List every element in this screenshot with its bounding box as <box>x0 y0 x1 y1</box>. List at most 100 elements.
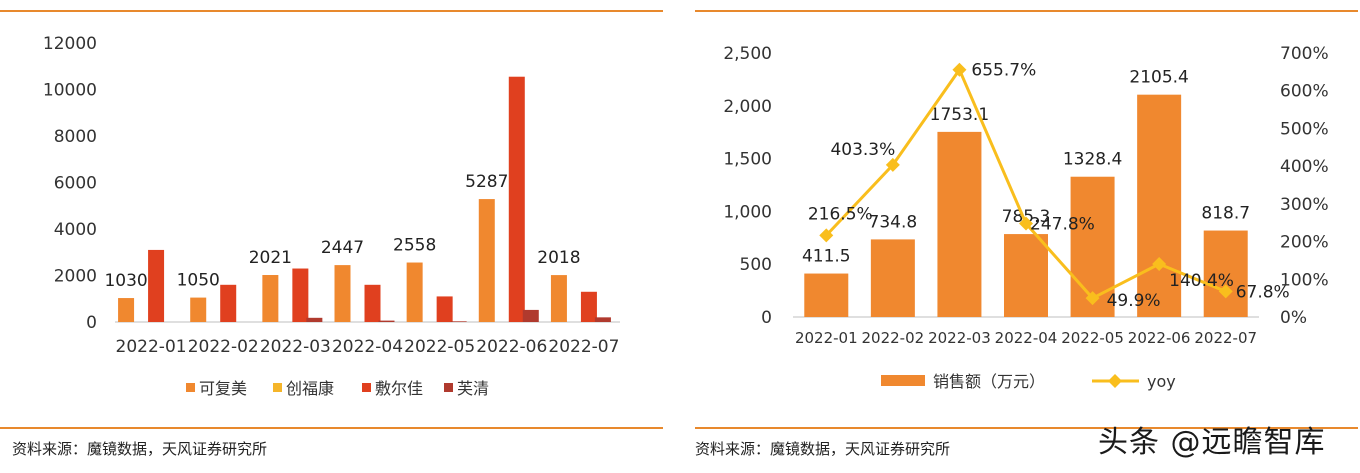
y-tick-label: 1,500 <box>723 150 772 170</box>
yoy-marker <box>952 62 967 77</box>
yoy-marker <box>819 228 834 243</box>
source-note: 资料来源：魔镜数据，天风证券研究所 <box>695 440 951 458</box>
y2-tick-label: 0% <box>1280 308 1307 328</box>
bar <box>364 284 381 322</box>
bar-data-label: 2105.4 <box>1129 68 1188 88</box>
yoy-marker <box>1218 284 1233 299</box>
bar <box>306 317 323 322</box>
y-tick-label: 500 <box>740 255 772 275</box>
legend-label: 可复美 <box>199 379 247 398</box>
x-tick-label: 2022-04 <box>995 329 1058 347</box>
yoy-data-label: 655.7% <box>971 61 1036 81</box>
x-tick-label: 2022-02 <box>188 337 259 357</box>
bottom-rule <box>695 427 1358 429</box>
y-tick-label: 10000 <box>43 81 97 101</box>
y-tick-label: 0 <box>761 308 772 328</box>
y-tick-label: 12000 <box>43 34 97 54</box>
left-chart-panel: 0 2000 4000 6000 8000 10000 12000 1030 1050 2021 2… <box>0 0 665 473</box>
watermark: 头条 @远瞻智库 <box>1098 425 1326 460</box>
legend-marker <box>1108 374 1122 388</box>
legend-swatch <box>444 383 453 392</box>
bar-data-label: 818.7 <box>1201 204 1250 224</box>
x-tick-label: 2022-06 <box>1128 329 1191 347</box>
brand-sales-bar-chart: 0 2000 4000 6000 8000 10000 12000 1030 1050 2021 2… <box>43 34 620 398</box>
x-tick-label: 2022-03 <box>260 337 331 357</box>
bar-data-label: 734.8 <box>869 212 918 232</box>
top-rule <box>695 10 1358 12</box>
bar <box>804 273 849 317</box>
y-tick-label: 1,000 <box>723 202 772 222</box>
y-tick-label: 2,500 <box>723 44 772 64</box>
legend-label: yoy <box>1147 372 1176 391</box>
x-tick-label: 2022-03 <box>928 329 991 347</box>
bar <box>436 296 453 322</box>
x-tick-label: 2022-01 <box>795 329 858 347</box>
yoy-data-label: 216.5% <box>808 204 873 224</box>
y2-tick-label: 600% <box>1280 82 1329 102</box>
bar-data-label: 1753.1 <box>930 105 989 125</box>
x-tick-label: 2022-01 <box>116 337 187 357</box>
x-tick-label: 2022-06 <box>476 337 547 357</box>
bottom-rule <box>0 427 663 429</box>
data-label: 2558 <box>393 236 436 256</box>
y2-tick-label: 100% <box>1280 270 1329 290</box>
data-label: 2021 <box>249 248 292 268</box>
bar <box>334 265 351 322</box>
source-note: 资料来源：魔镜数据，天风证券研究所 <box>12 440 268 458</box>
y-tick-label: 4000 <box>54 220 97 240</box>
bar <box>262 275 279 322</box>
y2-tick-label: 700% <box>1280 44 1329 64</box>
bar <box>406 262 423 322</box>
yoy-marker <box>1085 291 1100 306</box>
legend-swatch <box>362 383 371 392</box>
x-tick-label: 2022-02 <box>862 329 925 347</box>
bar <box>190 297 207 322</box>
yoy-data-label: 403.3% <box>830 140 895 160</box>
legend-swatch <box>273 383 282 392</box>
yoy-data-label: 247.8% <box>1030 215 1095 235</box>
legend-label: 销售额（万元） <box>933 372 1045 391</box>
yoy-data-label: 140.4% <box>1169 271 1234 291</box>
y-tick-label: 8000 <box>54 127 97 147</box>
legend-swatch <box>881 375 925 386</box>
x-tick-label: 2022-07 <box>548 337 619 357</box>
bar-data-label: 1328.4 <box>1063 150 1122 170</box>
x-tick-label: 2022-05 <box>1061 329 1124 347</box>
data-label: 1050 <box>177 271 220 291</box>
bar <box>220 284 237 322</box>
legend-label: 敷尔佳 <box>375 379 423 398</box>
y-tick-label: 0 <box>86 313 97 333</box>
data-label: 5287 <box>465 172 508 192</box>
bar <box>118 298 135 322</box>
legend-label: 创福康 <box>286 379 334 398</box>
y2-tick-label: 300% <box>1280 195 1329 215</box>
bar <box>522 309 539 322</box>
x-tick-label: 2022-07 <box>1194 329 1257 347</box>
x-tick-label: 2022-05 <box>404 337 475 357</box>
bar-data-label: 411.5 <box>802 247 851 267</box>
bar <box>580 291 597 322</box>
y2-tick-label: 500% <box>1280 119 1329 139</box>
x-tick-label: 2022-04 <box>332 337 403 357</box>
bar <box>937 131 982 317</box>
yoy-marker <box>1019 216 1033 231</box>
yoy-marker <box>1152 257 1167 272</box>
bar <box>378 320 395 322</box>
bar <box>450 321 467 322</box>
bar <box>508 76 525 323</box>
yoy-data-label: 49.9% <box>1107 291 1161 311</box>
legend-label: 芙清 <box>457 379 489 398</box>
legend-swatch <box>186 383 195 392</box>
bar <box>550 275 567 322</box>
y2-tick-label: 200% <box>1280 233 1329 253</box>
bar <box>292 268 309 322</box>
bar <box>1004 234 1048 317</box>
bar <box>1137 94 1182 317</box>
bar <box>870 239 915 317</box>
bar <box>594 317 611 322</box>
top-rule <box>0 10 663 12</box>
bar <box>1203 230 1248 317</box>
y2-tick-label: 400% <box>1280 157 1329 177</box>
data-label: 2018 <box>537 248 580 268</box>
data-label: 2447 <box>321 238 364 258</box>
